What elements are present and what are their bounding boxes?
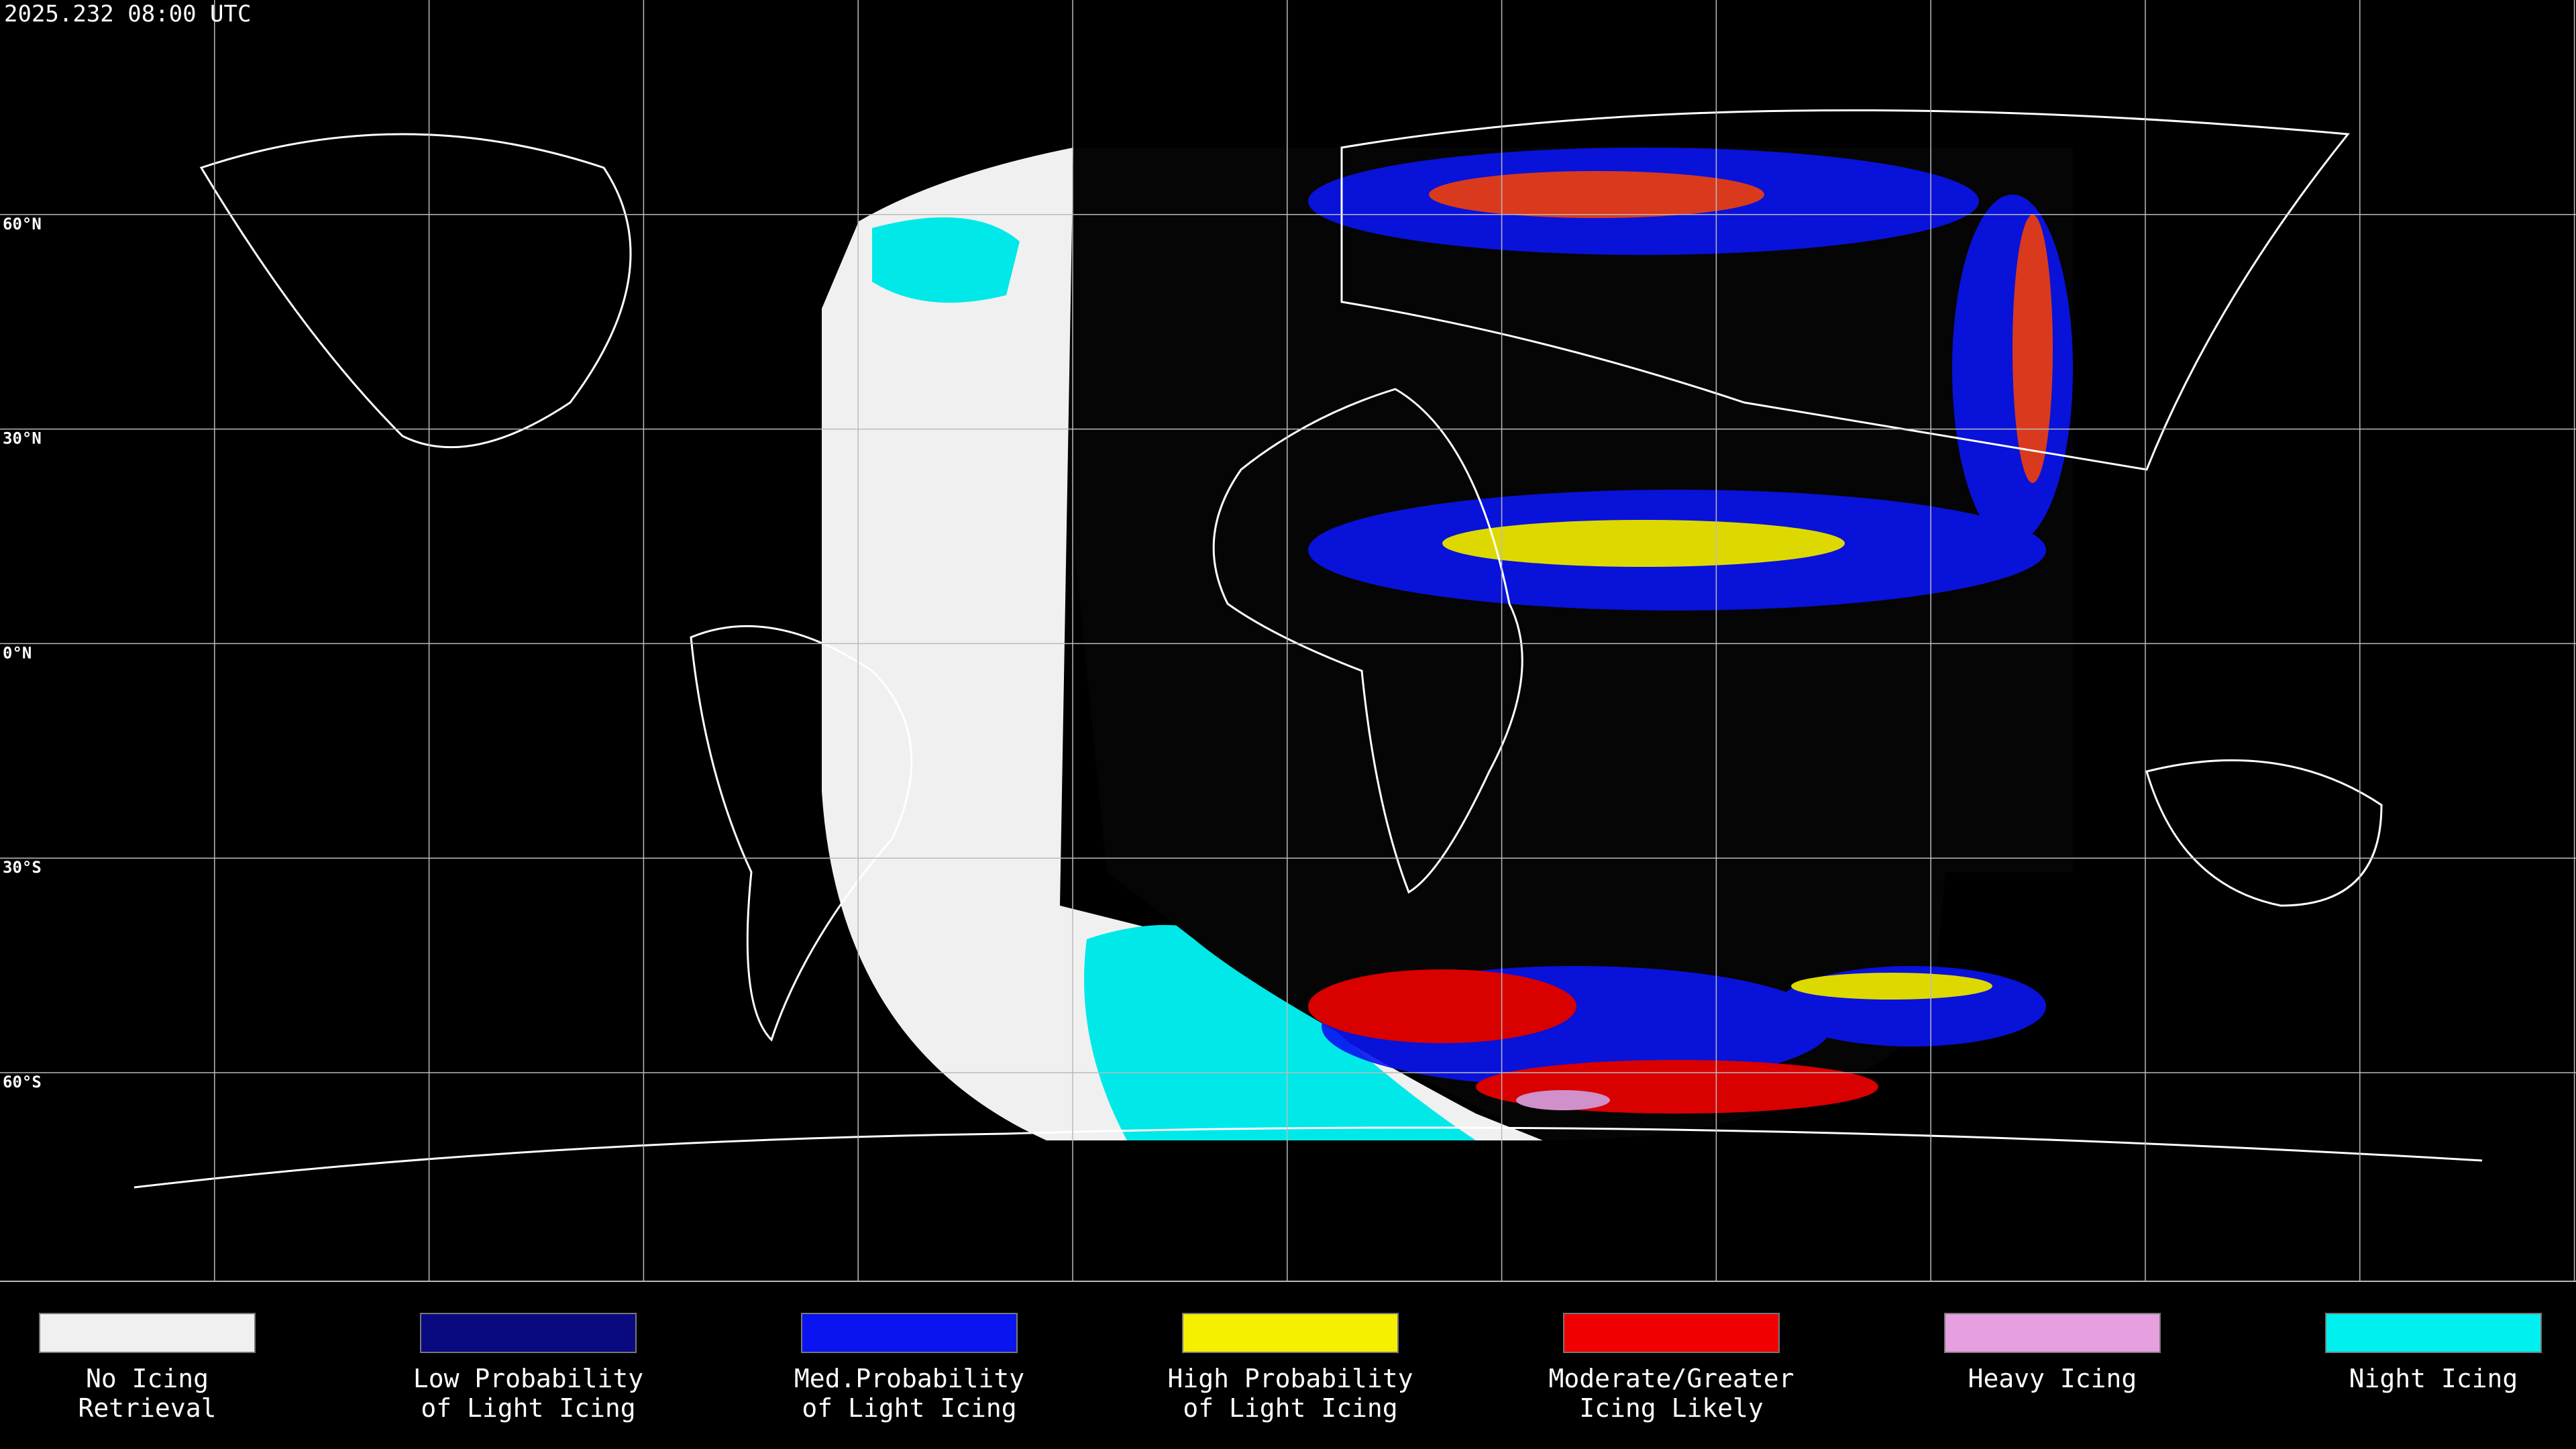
legend-label: No Icing: [86, 1364, 209, 1393]
night-icing-area: [872, 217, 1020, 303]
legend-label: Med.Probability: [794, 1364, 1024, 1393]
coastline: [199, 133, 632, 449]
latitude-label: 60°S: [3, 1073, 42, 1091]
legend-swatch: [420, 1313, 637, 1353]
icing-band: [1429, 171, 1764, 218]
coastline: [1340, 109, 2350, 471]
legend-label: High Probability: [1167, 1364, 1413, 1393]
legend-label: Low Probability: [413, 1364, 643, 1393]
latitude-label: 30°N: [3, 429, 42, 448]
latitude-label: 30°S: [3, 858, 42, 877]
no-retrieval-area: [822, 148, 1543, 1140]
legend-swatch: [801, 1313, 1018, 1353]
legend-label: of Light Icing: [802, 1393, 1016, 1423]
coastlines: [133, 109, 2483, 1189]
legend-swatch: [2325, 1313, 2542, 1353]
icing-band: [1516, 1090, 1610, 1110]
legend-swatch: [39, 1313, 256, 1353]
legend-label: Icing Likely: [1579, 1393, 1764, 1423]
coastline: [133, 1126, 2483, 1189]
coastline: [690, 625, 913, 1042]
latitude-label: 0°N: [3, 643, 32, 662]
icing-band: [1442, 520, 1845, 567]
legend-label: Night Icing: [2349, 1364, 2518, 1393]
legend-label: of Light Icing: [1183, 1393, 1397, 1423]
legend-swatch: [1182, 1313, 1399, 1353]
legend-label: Moderate/Greater: [1548, 1364, 1794, 1393]
latitude-label: 60°N: [3, 215, 42, 233]
legend-swatch: [1944, 1313, 2161, 1353]
legend-label: of Light Icing: [421, 1393, 635, 1423]
legend-label: Heavy Icing: [1968, 1364, 2137, 1393]
legend-label: Retrieval: [78, 1393, 217, 1423]
legend-swatch: [1563, 1313, 1780, 1353]
coastline: [2145, 759, 2383, 907]
icing-band: [1791, 973, 1992, 1000]
icing-band: [2012, 215, 2053, 483]
icing-band: [1308, 969, 1576, 1043]
timestamp: 2025.232 08:00 UTC: [4, 1, 251, 28]
icing-band: [1952, 195, 2073, 543]
graticule: 60°N 30°N 0°N 30°S 60°S: [0, 0, 2576, 1282]
coastline: [1212, 388, 1523, 894]
night-icing-area: [1084, 924, 1476, 1140]
